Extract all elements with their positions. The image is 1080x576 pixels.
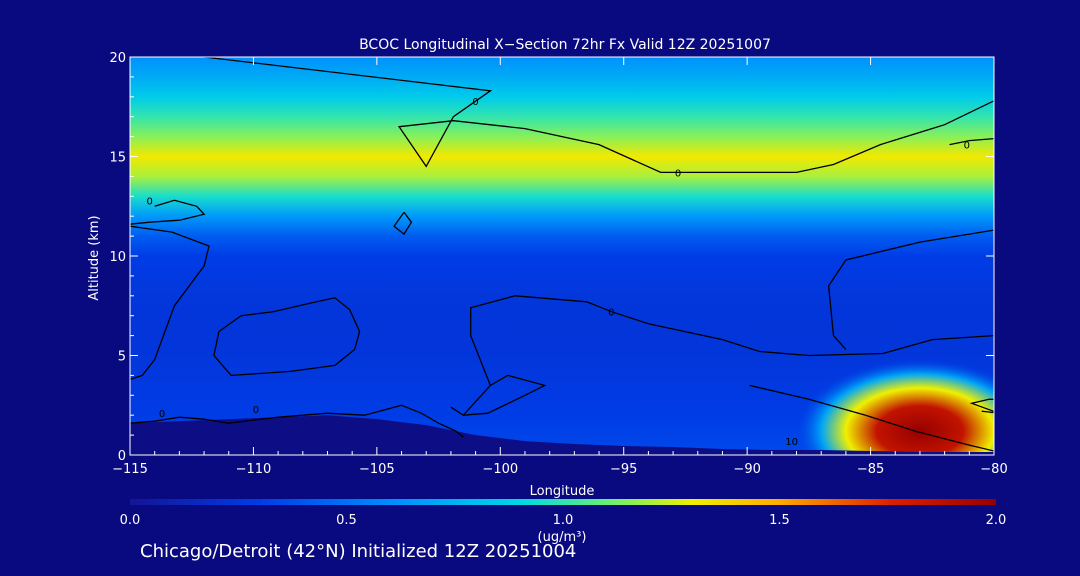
colorbar-tick-label: 0.0: [120, 513, 141, 528]
contour-line: [204, 57, 994, 174]
contour-label: 0: [147, 196, 153, 207]
contour-line: [450, 295, 994, 417]
contour-line: [130, 199, 206, 225]
concentration-field: [130, 57, 994, 455]
smoke-plume: [796, 359, 994, 455]
contour-line: [827, 229, 994, 350]
y-axis-label: Altitude (km): [87, 215, 102, 300]
contour-label: 0: [964, 141, 970, 152]
contour-label: 0: [159, 409, 165, 420]
contour-label: 0: [472, 97, 478, 108]
contour-lines: [130, 57, 994, 452]
contour-label: 0: [608, 308, 614, 319]
contour-line: [130, 225, 210, 381]
colorbar-tick-label: 0.5: [336, 513, 357, 528]
contour-label: 0: [675, 168, 681, 179]
y-tick-label: 20: [109, 51, 126, 66]
x-axis: −115 −110 −105 −100 −95 −90 −85 −80: [112, 57, 1008, 477]
run-info-caption: Chicago/Detroit (42°N) Initialized 12Z 2…: [140, 541, 577, 562]
terrain-mask: [130, 415, 994, 455]
x-tick-label: −95: [610, 462, 637, 477]
y-tick-label: 0: [118, 449, 126, 464]
contour-line: [213, 297, 361, 377]
x-tick-label: −90: [733, 462, 760, 477]
contour-line: [969, 398, 994, 414]
colorbar-unit-label: (ug/m³): [538, 530, 587, 545]
x-tick-label: −115: [112, 462, 148, 477]
y-tick-label: 10: [109, 250, 126, 265]
contour-label: 10: [785, 437, 798, 448]
x-tick-label: −80: [980, 462, 1007, 477]
colorbar: [130, 499, 996, 505]
contour-line: [393, 211, 413, 236]
x-tick-label: −105: [359, 462, 395, 477]
y-tick-label: 5: [118, 350, 126, 365]
contour-line: [949, 137, 994, 146]
contour-line: [463, 374, 547, 416]
colorbar-tick-label: 2.0: [986, 513, 1007, 528]
y-tick-label: 15: [109, 151, 126, 166]
chart-title: BCOC Longitudinal X−Section 72hr Fx Vali…: [359, 37, 771, 53]
contour-line: [130, 404, 464, 438]
contour-labels: 0 0 0 0 0 0 0 10: [147, 97, 970, 448]
colorbar-ticks: 0.0 0.5 1.0 1.5 2.0: [120, 513, 1007, 528]
x-tick-label: −100: [482, 462, 518, 477]
x-tick-label: −110: [236, 462, 272, 477]
y-axis: 0 5 10 15 20: [109, 51, 994, 464]
colorbar-tick-label: 1.0: [553, 513, 574, 528]
x-tick-label: −85: [857, 462, 884, 477]
colorbar-tick-label: 1.5: [769, 513, 790, 528]
x-axis-label: Longitude: [530, 484, 595, 499]
contour-line: [749, 384, 994, 452]
contour-label: 0: [253, 405, 259, 416]
